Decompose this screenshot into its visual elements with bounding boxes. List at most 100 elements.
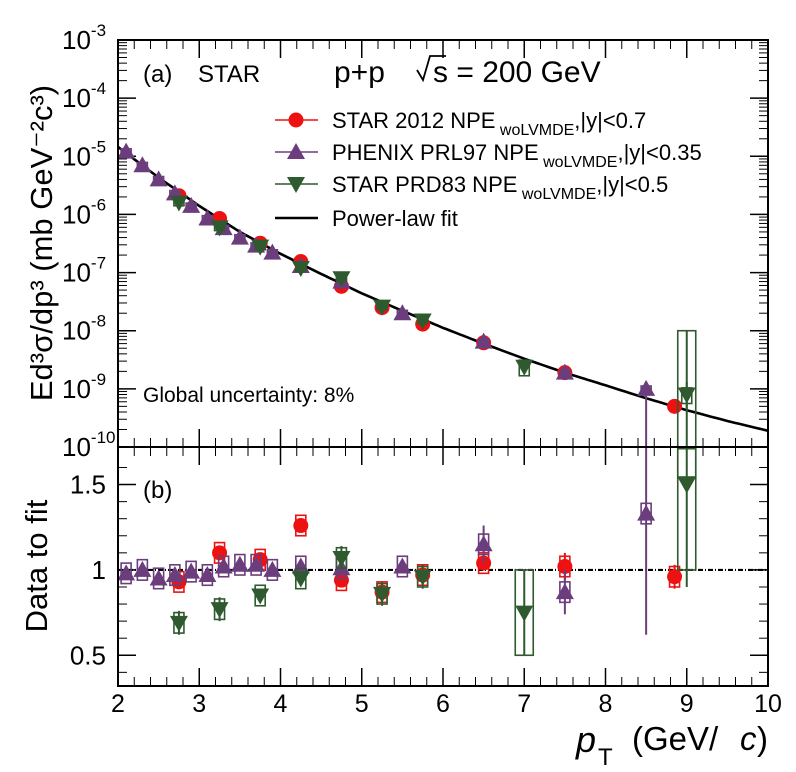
x-tick-label: 8 [599, 690, 613, 718]
phenix-ratio-marker [474, 535, 493, 552]
y-tick-label: 10-5 [62, 137, 106, 171]
starprd83-marker [210, 220, 229, 237]
starprd83-marker [515, 359, 534, 376]
starprd83-marker [332, 271, 351, 288]
star2012-ratio-marker [667, 569, 683, 585]
panel-a-y-axis-label: Ed³σ/dp³ (mb GeV⁻²c³) [24, 85, 59, 401]
x-tick-label: 2 [111, 690, 125, 718]
legend-phenix-marker [287, 143, 305, 159]
y-tick-label: 0.5 [70, 640, 106, 670]
phenix-ratio-marker [263, 560, 282, 577]
energy-label: s = 200 GeV [433, 56, 601, 89]
phenix-ratio-marker [182, 562, 201, 579]
y-tick-label: 1.5 [70, 470, 106, 500]
panel-b-frame [117, 446, 769, 687]
starprd83-marker [373, 299, 392, 316]
panel-b-y-axis-label: Data to fit [19, 499, 54, 632]
x-tick-label: 3 [192, 690, 206, 718]
x-tick-label: 5 [355, 690, 369, 718]
star2012-ratio-marker [557, 559, 573, 574]
phenix-marker [263, 243, 282, 260]
star2012-ratio-marker [333, 572, 349, 588]
panel-a-label: (a) [143, 61, 172, 88]
phenix-ratio-marker [637, 504, 656, 521]
legend-rapidity-cut: ,|y|<0.35 [617, 140, 701, 165]
starprd83-ratio-marker [332, 550, 351, 567]
panel-b-data-points [117, 382, 697, 657]
star2012-ratio-marker [293, 518, 309, 534]
legend-star2012-marker [288, 112, 304, 128]
starprd83-ratio-marker [515, 605, 534, 622]
x-axis-unit-c: c [740, 720, 757, 757]
x-axis-unit: (GeV/ [632, 720, 719, 757]
star2012-marker [667, 398, 683, 414]
x-tick-label: 7 [517, 690, 531, 718]
starprd83-ratio-marker [677, 477, 696, 494]
panel-b-ratio: 0.5 1 1.5 (b) Data to fit 2 3 4 5 6 7 8 9 10 p T (… [19, 382, 782, 771]
phenix-ratio-marker [165, 566, 184, 583]
starprd83-marker [413, 313, 432, 330]
starprd83-ratio-marker [373, 586, 392, 603]
starprd83-ratio-marker [291, 571, 310, 588]
phenix-ratio-marker [198, 566, 217, 583]
starprd83-ratio-marker [169, 615, 188, 632]
y-tick-exponent: -3 [91, 21, 106, 40]
star2012-ratio-marker [212, 545, 228, 561]
phenix-ratio-marker [133, 560, 152, 577]
y-tick-exponent: -5 [91, 137, 106, 156]
y-tick-exponent: -8 [91, 312, 106, 331]
panel-b-label: (b) [143, 477, 172, 504]
phenix-marker [133, 156, 152, 173]
sqrt-symbol [416, 55, 446, 83]
phenix-ratio-marker [230, 555, 249, 572]
y-tick-exponent: -9 [91, 370, 106, 389]
experiment-label: STAR [198, 61, 260, 88]
y-tick-exponent: -6 [91, 195, 106, 214]
starprd83-marker [169, 195, 188, 212]
starprd83-ratio-marker [251, 588, 270, 605]
x-tick-label: 10 [754, 690, 782, 718]
x-tick-labels: 2 3 4 5 6 7 8 9 10 [111, 690, 782, 718]
x-tick-label: 9 [680, 690, 694, 718]
x-axis-unit-close: ) [757, 720, 768, 757]
starprd83-marker [291, 260, 310, 277]
phenix-ratio-marker [214, 557, 233, 574]
legend-rapidity-cut: ,|y|<0.5 [596, 172, 668, 197]
collision-system-label: p+p [334, 56, 385, 89]
legend-subscript: woLVMDE [539, 154, 618, 171]
phenix-marker [230, 228, 249, 245]
legend-subscript: woLVMDE [495, 122, 574, 139]
phenix-marker [474, 332, 493, 349]
x-tick-label: 6 [436, 690, 450, 718]
phenix-marker [393, 304, 412, 321]
phenix-marker [637, 379, 656, 396]
starprd83-ratio-marker [413, 569, 432, 586]
y-tick-exponent: -7 [91, 254, 106, 273]
y-tick-label: 1 [92, 555, 106, 585]
phenix-marker [149, 170, 168, 187]
phenix-ratio-marker [247, 555, 266, 572]
x-axis-subscript: T [598, 744, 613, 771]
phenix-ratio-marker [149, 569, 168, 586]
starprd83-ratio-sys-box [676, 447, 697, 571]
y-tick-exponent: -4 [91, 79, 106, 98]
y-tick-exponent: -10 [91, 428, 116, 447]
legend-fit-label: Power-law fit [332, 206, 458, 231]
legend-subscript: woLVMDE [517, 186, 596, 203]
legend-starprd83-marker [287, 177, 305, 193]
global-uncertainty-annotation: Global uncertainty: 8% [143, 384, 354, 407]
starprd83-ratio-sys-box [514, 569, 535, 657]
phenix-ratio-marker [555, 583, 574, 600]
x-tick-label: 4 [274, 690, 288, 718]
x-axis-variable: p [575, 719, 596, 760]
starprd83-ratio-marker [210, 602, 229, 619]
phenix-ratio-marker [117, 564, 136, 581]
starprd83-marker [251, 239, 270, 256]
phenix-marker [117, 142, 136, 159]
panel-a-data-points [117, 142, 697, 478]
x-axis-label: p T (GeV/ c ) [575, 719, 768, 771]
phenix-marker [555, 363, 574, 380]
legend-rapidity-cut: ,|y|<0.7 [574, 108, 646, 133]
